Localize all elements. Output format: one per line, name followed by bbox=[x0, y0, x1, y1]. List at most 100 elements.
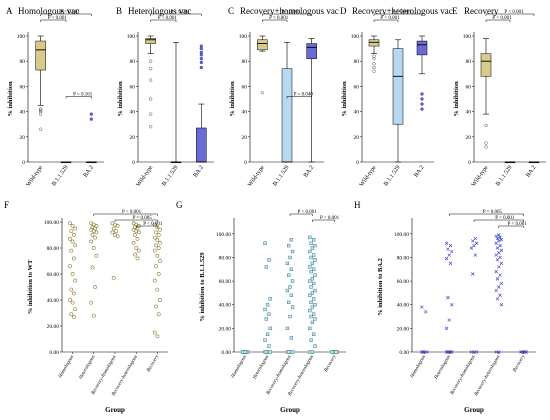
data-point bbox=[158, 240, 162, 245]
pvalue-label: P < 0.001 bbox=[158, 16, 178, 21]
data-point-stroke bbox=[447, 318, 451, 322]
data-point-stroke bbox=[444, 256, 449, 261]
x-tick-label: B.1.1.529 bbox=[495, 165, 513, 188]
panel-title: Heterologous vac bbox=[128, 6, 191, 16]
data-point bbox=[288, 285, 292, 289]
panel-letter: H bbox=[354, 200, 361, 210]
data-point bbox=[473, 236, 478, 241]
data-point bbox=[285, 326, 290, 331]
data-point bbox=[70, 239, 75, 244]
data-point bbox=[494, 269, 498, 274]
x-tick-label: BA.2 bbox=[83, 165, 95, 179]
x-tick-label: Recovery bbox=[512, 354, 527, 374]
pvalue-label: P < 0.001 bbox=[60, 10, 80, 15]
data-point bbox=[264, 317, 268, 321]
data-point bbox=[444, 241, 449, 245]
data-point bbox=[287, 273, 291, 277]
data-point bbox=[131, 240, 136, 245]
y-tick-label: 60 bbox=[466, 84, 472, 90]
y-tick-label: 60 bbox=[130, 84, 136, 90]
data-point bbox=[334, 350, 338, 354]
data-point bbox=[312, 267, 316, 271]
panel-letter: E bbox=[452, 6, 458, 16]
boxplot-panel-b: B Heterologous vac 0 20 40 60 80 100 % inhibitio… bbox=[116, 6, 214, 188]
data-point bbox=[152, 248, 157, 253]
y-tick-label: 60.00 bbox=[397, 279, 410, 285]
data-point bbox=[158, 259, 162, 263]
data-point bbox=[313, 288, 317, 293]
data-point-stroke bbox=[521, 350, 526, 354]
data-point bbox=[494, 234, 498, 238]
data-point bbox=[132, 233, 137, 237]
pvalue-label: P = 0.040 bbox=[294, 92, 314, 97]
data-point-stroke bbox=[499, 248, 504, 253]
outlier-point bbox=[39, 107, 43, 111]
outlier-point bbox=[39, 127, 43, 131]
data-point-stroke bbox=[498, 293, 502, 297]
y-tick-label: 80.00 bbox=[219, 255, 232, 261]
data-point-stroke bbox=[497, 265, 501, 269]
data-point bbox=[308, 235, 312, 240]
data-point-stroke bbox=[446, 247, 450, 251]
y-tick-label: 100 bbox=[239, 34, 248, 40]
data-point bbox=[268, 297, 272, 301]
outlier-point bbox=[372, 65, 376, 70]
x-tick-label: BA.2 bbox=[303, 165, 315, 179]
data-point bbox=[309, 285, 313, 289]
outlier-point bbox=[149, 97, 153, 101]
data-point bbox=[268, 326, 272, 331]
outlier-point bbox=[484, 141, 488, 145]
data-point bbox=[494, 288, 498, 293]
data-point bbox=[448, 261, 453, 266]
data-point bbox=[472, 350, 476, 354]
x-tick-label: B.1.1.529 bbox=[383, 165, 401, 188]
data-point bbox=[94, 253, 99, 258]
outlier-point bbox=[39, 109, 43, 114]
data-point bbox=[135, 236, 140, 241]
y-tick-label: 40 bbox=[242, 110, 248, 116]
data-point bbox=[313, 303, 317, 307]
data-point bbox=[469, 350, 474, 354]
data-point bbox=[313, 258, 317, 262]
data-point bbox=[446, 350, 450, 354]
data-point bbox=[69, 229, 74, 234]
y-tick-label: 80.00 bbox=[397, 255, 410, 261]
data-point-stroke bbox=[497, 233, 501, 237]
outlier-point bbox=[260, 91, 264, 95]
x-tick-label: Recovery-homologous bbox=[266, 354, 293, 396]
data-point-stroke bbox=[499, 238, 504, 242]
data-point bbox=[68, 298, 72, 302]
panel-title: Recovery bbox=[464, 6, 499, 16]
y-tick-label: 80 bbox=[466, 59, 472, 65]
y-tick-label: 20 bbox=[130, 135, 136, 141]
y-tick-label: 40 bbox=[466, 110, 472, 116]
data-point bbox=[444, 350, 449, 354]
outlier-point bbox=[149, 125, 153, 129]
data-point-stroke bbox=[421, 350, 425, 354]
pvalue-label: P < 0.001 bbox=[320, 216, 340, 221]
data-point-stroke bbox=[520, 350, 525, 354]
data-point-stroke bbox=[498, 255, 502, 260]
data-point bbox=[155, 334, 160, 339]
data-point bbox=[152, 235, 157, 240]
x-tick-label: BA.2 bbox=[525, 165, 537, 179]
x-axis-label: Group bbox=[105, 406, 125, 414]
data-point bbox=[498, 243, 502, 248]
data-point-stroke bbox=[447, 350, 451, 354]
data-point bbox=[136, 230, 141, 235]
pvalue-label: P < 0.001 bbox=[269, 16, 289, 21]
data-point bbox=[444, 326, 449, 331]
boxplot-panel-c: C Recovery+homologous vac 0 20 40 60 80 100 % in… bbox=[228, 6, 339, 188]
y-tick-label: 100 bbox=[127, 34, 136, 40]
data-point-stroke bbox=[420, 350, 424, 354]
data-point bbox=[285, 261, 290, 266]
data-point bbox=[267, 344, 271, 348]
y-axis-label: % inhibition to B.1.1.529 bbox=[199, 252, 206, 322]
data-point bbox=[308, 279, 312, 283]
data-point bbox=[90, 265, 95, 270]
data-point bbox=[154, 304, 159, 309]
data-point bbox=[520, 350, 525, 354]
y-tick-label: 0 bbox=[132, 160, 135, 166]
data-point-stroke bbox=[425, 350, 429, 354]
